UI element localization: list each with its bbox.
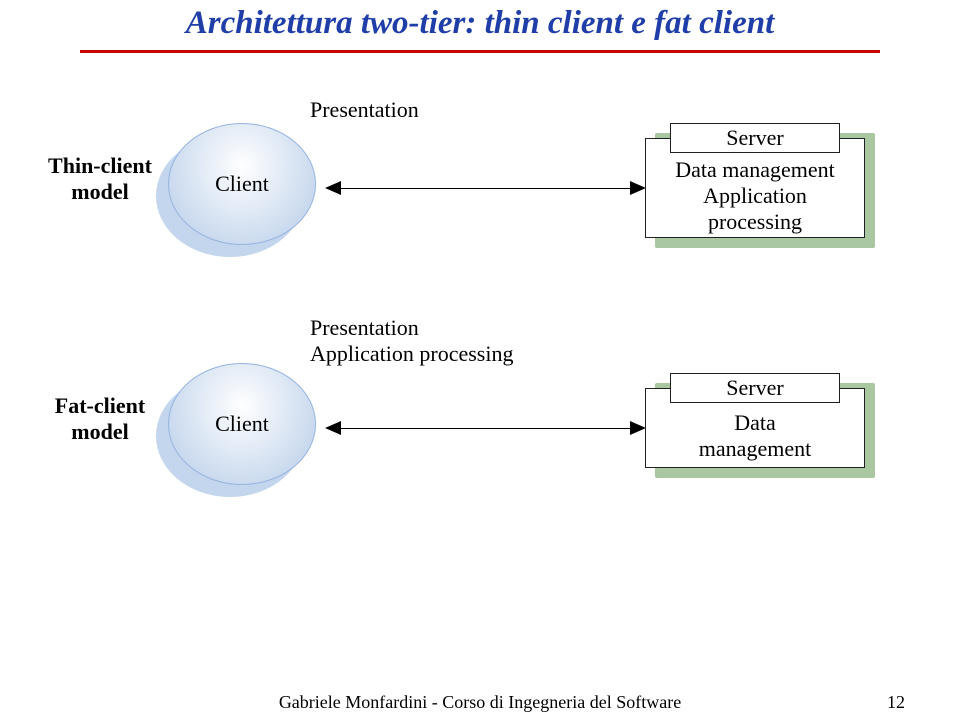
ellipse-main: Client xyxy=(168,363,316,485)
server-body: Data management Application processing xyxy=(645,138,865,238)
server-line: processing xyxy=(708,209,802,235)
diagram-row-fat: Fat-client model Client Presentation App… xyxy=(0,333,960,523)
arrow-head-right xyxy=(630,181,646,195)
arrow-head-right xyxy=(630,421,646,435)
above-label: Presentation xyxy=(310,97,419,123)
server-header: Server xyxy=(670,373,840,403)
server-line: Data management xyxy=(675,157,834,183)
above-label-line: Presentation xyxy=(310,315,513,341)
above-label-line: Presentation xyxy=(310,97,419,123)
ellipse-text: Client xyxy=(215,171,269,197)
row-label-line: Fat-client xyxy=(30,393,170,419)
arrow xyxy=(335,428,635,429)
arrow xyxy=(335,188,635,189)
footer-page: 12 xyxy=(887,692,905,713)
page-footer: Gabriele Monfardini - Corso di Ingegneri… xyxy=(0,692,960,713)
ellipse-main: Client xyxy=(168,123,316,245)
row-label-line: model xyxy=(30,419,170,445)
diagram-row-thin: Thin-client model Client Presentation Da… xyxy=(0,93,960,283)
footer-text: Gabriele Monfardini - Corso di Ingegneri… xyxy=(279,692,681,712)
ellipse-text: Client xyxy=(215,411,269,437)
arrow-head-left xyxy=(325,181,341,195)
server-line: Application xyxy=(703,183,807,209)
title-text: Architettura two-tier: thin client e fat… xyxy=(186,5,775,41)
row-label-line: model xyxy=(30,179,170,205)
server-header-text: Server xyxy=(726,125,783,151)
server-line: management xyxy=(699,436,811,462)
arrow-head-left xyxy=(325,421,341,435)
server-header: Server xyxy=(670,123,840,153)
page-title: Architettura two-tier: thin client e fat… xyxy=(0,0,960,50)
server-header-text: Server xyxy=(726,375,783,401)
row-label: Fat-client model xyxy=(30,393,170,445)
row-label-line: Thin-client xyxy=(30,153,170,179)
row-label: Thin-client model xyxy=(30,153,170,205)
server-line: Data xyxy=(734,410,776,436)
title-divider xyxy=(80,50,880,53)
above-label: Presentation Application processing xyxy=(310,315,513,367)
above-label-line: Application processing xyxy=(310,341,513,367)
